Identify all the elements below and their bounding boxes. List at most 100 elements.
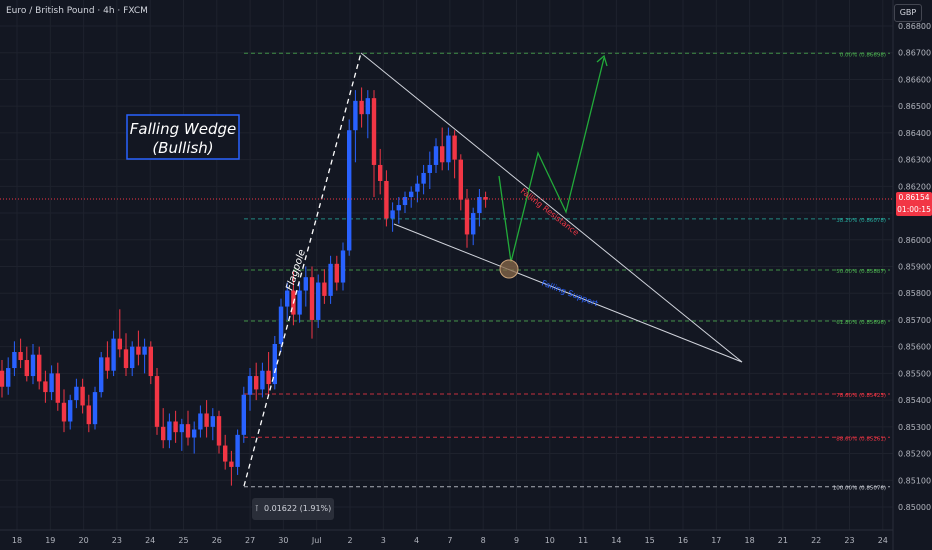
candle-body [117,338,122,350]
candle-body [192,429,197,438]
price-tick-label: 0.85600 [898,343,931,352]
time-tick-label: 30 [278,536,288,545]
candle-body [316,282,321,320]
flagpole-line [243,52,362,487]
price-tick-label: 0.86600 [898,75,931,84]
candle-body [68,400,73,422]
candle-body [254,376,259,390]
candle-body [285,290,290,307]
candle-body [12,352,17,369]
candle-body [297,290,302,315]
price-tick-label: 0.85200 [898,450,931,459]
time-tick-label: 18 [12,536,22,545]
price-tick-label: 0.86200 [898,182,931,191]
measure-icon: ⊺ [254,504,259,513]
candle-body [43,381,48,393]
time-tick-label: 4 [414,536,419,545]
candle-body [272,343,277,385]
price-tick-label: 0.86300 [898,156,931,165]
time-tick-label: 24 [878,536,888,545]
candle-body [464,199,470,235]
candle-body [74,386,79,401]
candle-body [216,416,222,446]
time-tick-label: 22 [811,536,821,545]
time-tick-label: 19 [45,536,55,545]
candle-body [223,445,228,462]
current-price-tag: 0.86154 01:00:15 [896,192,932,216]
candle-body [353,100,358,131]
time-tick-label: 3 [381,536,386,545]
candle-body [266,370,271,385]
candle-body [210,416,215,427]
measure-label: ⊺ 0.01622 (1.91%) [252,498,334,520]
candle-body [260,370,265,390]
candle-body [24,360,29,377]
currency-button[interactable]: GBP [894,4,922,22]
candle-body [130,346,135,369]
candle-body [328,263,333,296]
candle-body [235,434,240,467]
candle-body [185,424,191,438]
time-tick-label: 23 [112,536,122,545]
price-tick-label: 0.85400 [898,396,931,405]
candle-body [340,250,346,283]
candle-body [421,172,426,184]
candle-body [30,354,36,377]
time-tick-label: 25 [178,536,188,545]
candle-body [334,263,339,283]
candle-body [6,368,11,387]
candle-body [477,197,482,214]
candle-body [161,426,166,441]
candle-body [322,282,327,296]
candle-body [371,98,377,165]
candle-body [0,370,5,387]
time-tick-label: 2 [347,536,352,545]
price-tick-label: 0.85100 [898,476,931,485]
time-tick-label: 15 [645,536,655,545]
time-tick-label: 17 [711,536,721,545]
candle-body [241,394,246,435]
candle-body [154,376,160,427]
price-tick-label: 0.86400 [898,129,931,138]
fib-levels: 0.00% (0.86698) 38.20% (0.86078) 50.00% (0… [244,52,890,492]
symbol-header[interactable]: Euro / British Pound · 4h · FXCM [6,6,148,16]
candle-body [365,98,370,115]
candle-body [359,100,364,115]
candle-body [440,146,445,163]
time-tick-label: 20 [79,536,89,545]
candle-body [204,413,209,427]
time-tick-label: 26 [212,536,222,545]
title-box: Falling Wedge (Bullish) [126,114,240,160]
candle-body [247,376,253,395]
candle-body [278,306,284,344]
candle-body [396,205,401,211]
candle-body [167,421,172,441]
time-tick-label: 23 [844,536,854,545]
price-tick-label: 0.86800 [898,22,931,31]
candle-body [409,191,414,198]
fib-label: 38.20% (0.86078) [836,218,886,224]
price-tick-label: 0.86000 [898,236,931,245]
time-axis: 18 19 20 23 24 25 26 27 30 Jul 2 3 4 7 8 9 10 11 14 15 16 17 1… [12,536,888,545]
candle-body [179,424,184,433]
candle-body [105,357,110,371]
time-tick-label: 24 [145,536,155,545]
price-tick-label: 0.85800 [898,289,931,298]
title-line1: Falling Wedge [130,120,236,138]
candle-body [92,392,98,425]
candle-body [347,130,352,251]
candle-body [148,346,153,377]
candle-body [433,146,439,165]
candle-body [378,164,383,181]
candle-body [37,354,42,382]
fib-label: 100.00% (0.85076) [833,486,886,492]
candle-body [123,349,129,369]
candle-body [61,402,67,422]
time-tick-label: 11 [578,536,588,545]
target-circle [499,259,519,279]
candle-body [80,386,85,406]
time-tick-label: 10 [545,536,555,545]
fib-label: 78.60% (0.85423) [836,393,886,399]
